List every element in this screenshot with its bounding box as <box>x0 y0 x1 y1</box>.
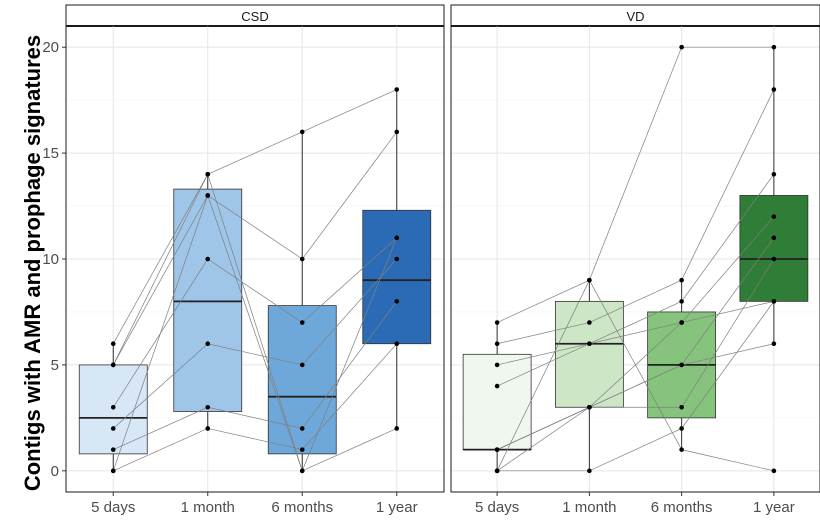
y-axis-title: Contigs with AMR and prophage signatures <box>20 35 45 491</box>
data-point <box>587 468 592 474</box>
subject-trajectory <box>112 194 398 472</box>
data-point <box>587 341 592 347</box>
data-point <box>110 362 116 368</box>
box <box>462 353 532 451</box>
data-point <box>771 171 777 177</box>
data-point <box>771 256 777 262</box>
subject-trajectory <box>496 258 775 450</box>
x-tick-label: 1 month <box>562 499 616 516</box>
data-point <box>299 129 305 135</box>
data-point <box>679 299 684 304</box>
subject-trajectory <box>497 301 775 472</box>
subject-trajectory <box>496 301 774 472</box>
subject-trajectory <box>113 258 398 429</box>
data-point <box>587 277 592 283</box>
subject-trajectory <box>113 301 398 450</box>
x-tick-label: 1 month <box>181 499 235 516</box>
y-tick-label: 5 <box>51 357 59 374</box>
data-point <box>110 426 116 431</box>
subject-trajectory <box>497 174 775 366</box>
data-point <box>587 320 592 325</box>
data-point <box>299 362 305 368</box>
x-tick-label: 1 year <box>376 499 418 516</box>
data-point <box>679 277 684 283</box>
y-tick-label: 0 <box>51 463 59 480</box>
subject-trajectory <box>496 216 775 387</box>
data-point <box>494 383 500 389</box>
data-point <box>771 341 777 347</box>
y-axis-ticks: 0 5 10 15 20 <box>42 39 66 480</box>
data-point <box>299 426 305 431</box>
subject-trajectory <box>112 131 398 366</box>
box <box>739 195 809 302</box>
facet-strip-label: VD <box>626 9 644 24</box>
data-point <box>771 235 777 241</box>
data-point <box>494 468 500 474</box>
data-point <box>394 235 400 241</box>
x-tick-label: 1 year <box>753 499 795 516</box>
panel-csd: CSD 5 days 1 month 6 months 1 year <box>65 4 445 516</box>
panel-border <box>65 25 445 493</box>
data-point <box>299 320 305 325</box>
data-point <box>394 256 400 262</box>
data-point <box>679 362 684 368</box>
data-point <box>679 447 684 452</box>
data-point <box>394 341 400 347</box>
box <box>267 305 337 455</box>
box <box>362 209 432 345</box>
data-point <box>679 404 684 410</box>
data-point <box>771 214 777 219</box>
panel-vd: VD 5 days 1 month 6 months 1 year <box>450 4 820 516</box>
subject-trajectory <box>112 173 397 472</box>
data-point <box>205 256 211 262</box>
subject-trajectory <box>113 343 398 472</box>
x-tick-label: 6 months <box>651 499 713 516</box>
data-point <box>394 299 400 304</box>
data-point <box>494 341 500 347</box>
data-point <box>771 468 777 474</box>
subject-trajectory <box>496 46 774 323</box>
data-point <box>110 404 116 410</box>
data-point <box>494 362 500 368</box>
data-point <box>110 468 116 474</box>
data-point <box>679 320 684 325</box>
data-point <box>205 426 211 431</box>
x-tick-label: 5 days <box>475 499 519 516</box>
data-point <box>494 320 500 325</box>
data-point <box>394 129 400 135</box>
y-tick-label: 10 <box>42 251 59 268</box>
subject-trajectory <box>112 89 397 344</box>
y-tick-label: 15 <box>42 145 59 162</box>
data-point <box>771 87 777 92</box>
data-point <box>205 193 211 198</box>
data-point <box>205 171 211 177</box>
data-point <box>205 341 211 347</box>
data-point <box>394 87 400 92</box>
data-point <box>299 447 305 452</box>
data-point <box>771 44 777 50</box>
data-point <box>587 404 592 410</box>
data-point <box>771 299 777 304</box>
box <box>173 188 243 412</box>
data-point <box>679 426 684 431</box>
data-point <box>299 468 305 474</box>
x-tick-label: 6 months <box>271 499 333 516</box>
data-point <box>494 447 500 452</box>
subject-trajectory <box>497 89 775 345</box>
facet-strip-label: CSD <box>241 9 268 24</box>
x-tick-label: 5 days <box>91 499 135 516</box>
data-point <box>205 404 211 410</box>
panel-border <box>450 25 820 493</box>
data-point <box>110 447 116 452</box>
data-point <box>110 341 116 347</box>
data-point <box>394 426 400 431</box>
data-point <box>679 44 684 50</box>
subject-trajectory <box>496 343 774 450</box>
y-tick-label: 20 <box>42 39 59 56</box>
data-point <box>299 256 305 262</box>
